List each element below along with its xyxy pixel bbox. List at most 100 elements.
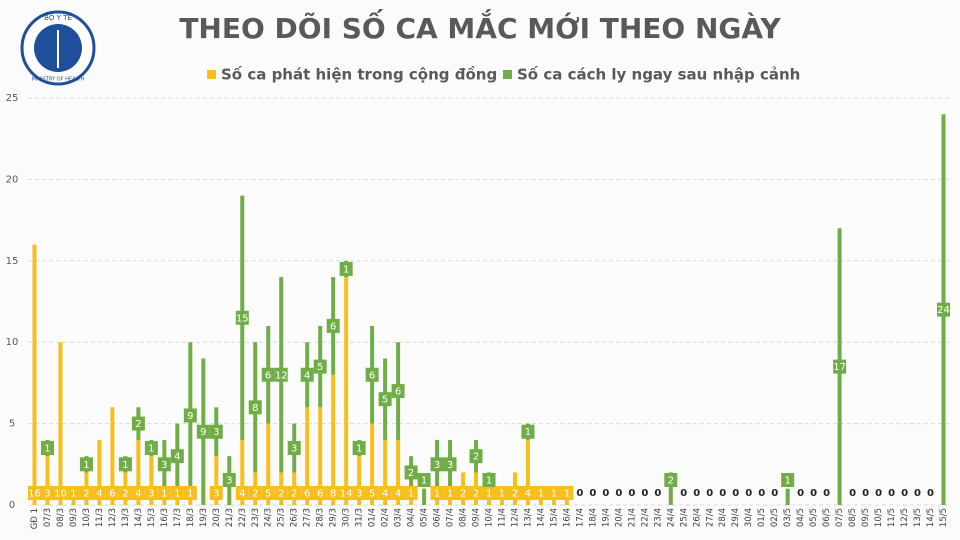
x-tick-label: 25/3 — [277, 508, 287, 527]
x-tick-label: 12/5 — [900, 508, 910, 527]
x-tick-label: 11/3 — [95, 508, 105, 527]
value-label-box — [248, 400, 262, 415]
x-tick-label: 08/4 — [459, 508, 469, 527]
value-label-box — [469, 486, 483, 500]
bar-segment — [370, 423, 375, 505]
value-label: 1 — [525, 427, 531, 438]
value-label-box — [196, 424, 210, 439]
value-label: 0 — [927, 488, 934, 499]
x-tick-label: 22/3 — [238, 508, 248, 527]
bar-segment — [422, 488, 427, 505]
x-tick-label: 08/5 — [848, 508, 858, 527]
legend-label: Số ca cách ly ngay sau nhập cảnh — [517, 65, 800, 84]
value-label: 2 — [135, 419, 141, 430]
x-tick-label: 25/4 — [679, 508, 689, 527]
value-label: 1 — [551, 489, 557, 500]
x-tick-label: 30/4 — [744, 508, 754, 527]
value-label: 4 — [395, 489, 401, 500]
y-tick-label: 10 — [6, 337, 19, 348]
value-label: 15 — [236, 313, 249, 324]
value-label-box — [430, 457, 444, 472]
x-tick-label: 28/4 — [718, 508, 728, 527]
value-label: 0 — [628, 488, 635, 499]
value-label-box — [560, 486, 574, 500]
value-label: 2 — [408, 468, 414, 479]
bar-segment — [305, 407, 310, 505]
value-label: 1 — [538, 489, 544, 500]
value-label: 0 — [641, 488, 648, 499]
value-label-box — [937, 302, 951, 317]
value-label: 1 — [187, 489, 193, 500]
bar-segment — [266, 423, 271, 505]
x-tick-label: 07/3 — [43, 508, 53, 527]
x-tick-label: 09/5 — [861, 508, 871, 527]
value-label: 3 — [447, 460, 453, 471]
x-tick-label: 29/3 — [329, 508, 339, 527]
value-label: 2 — [122, 489, 128, 500]
value-label: 8 — [330, 489, 336, 500]
value-label: 6 — [265, 370, 271, 381]
value-label: 3 — [356, 489, 362, 500]
x-tick-label: 28/3 — [316, 508, 326, 527]
value-label: 1 — [486, 489, 492, 500]
value-label-box — [274, 486, 288, 500]
value-label: 1 — [174, 489, 180, 500]
value-label: 4 — [174, 452, 180, 463]
value-label: 2 — [473, 489, 479, 500]
x-tick-label: 04/4 — [407, 508, 417, 527]
value-label-box — [391, 486, 405, 500]
value-label-box — [222, 473, 236, 487]
value-label: 3 — [161, 460, 167, 471]
x-tick-label: 14/5 — [926, 508, 936, 527]
bar-segment — [58, 342, 63, 505]
value-label-box — [326, 318, 340, 333]
value-label-box — [261, 367, 275, 382]
value-label: 1 — [408, 489, 414, 500]
x-tick-label: 10/3 — [82, 508, 92, 527]
value-label-box — [170, 449, 184, 464]
value-label: 2 — [460, 489, 466, 500]
value-label-box — [118, 457, 132, 472]
bar-segment — [136, 439, 141, 505]
x-tick-label: 12/3 — [108, 508, 118, 527]
value-label-box — [833, 359, 847, 374]
value-label: 0 — [576, 488, 583, 499]
value-label-box — [339, 261, 353, 276]
value-label: 4 — [525, 489, 531, 500]
value-label: 0 — [797, 488, 804, 499]
x-tick-label: 21/4 — [627, 508, 637, 527]
value-label: 0 — [589, 488, 596, 499]
x-tick-label: 06/5 — [822, 508, 832, 527]
x-tick-label: 02/4 — [381, 508, 391, 527]
y-tick-label: 20 — [6, 174, 19, 185]
value-label-box — [404, 465, 418, 480]
value-label: 5 — [382, 395, 388, 406]
bar-segment — [668, 472, 673, 505]
value-label-box — [664, 473, 678, 487]
value-label: 17 — [833, 362, 846, 373]
value-label-box — [378, 392, 392, 407]
x-tick-label: 01/4 — [368, 508, 378, 527]
value-label-box — [456, 486, 470, 500]
x-tick-label: 15/4 — [549, 508, 559, 527]
x-tick-label: 27/4 — [705, 508, 715, 527]
value-label-box — [521, 486, 535, 500]
logo: BỘ Y TẾ MINISTRY OF HEALTH — [20, 10, 96, 86]
value-label: 0 — [914, 488, 921, 499]
value-label-box — [417, 473, 431, 487]
value-label: 1 — [499, 489, 505, 500]
bar-segment — [396, 439, 401, 505]
x-tick-label: 14/3 — [134, 508, 144, 527]
value-label-box — [443, 457, 457, 472]
x-tick-label: 29/4 — [731, 508, 741, 527]
value-label-box — [144, 486, 158, 500]
x-tick-label: 20/3 — [212, 508, 222, 527]
value-label: 0 — [706, 488, 713, 499]
value-label: 2 — [252, 489, 258, 500]
bar-segment — [45, 456, 50, 505]
value-label-box — [209, 424, 223, 439]
value-label: 16 — [28, 489, 41, 500]
value-label: 2 — [668, 476, 674, 487]
bar-segment — [344, 277, 349, 505]
bar-segment — [785, 488, 790, 505]
